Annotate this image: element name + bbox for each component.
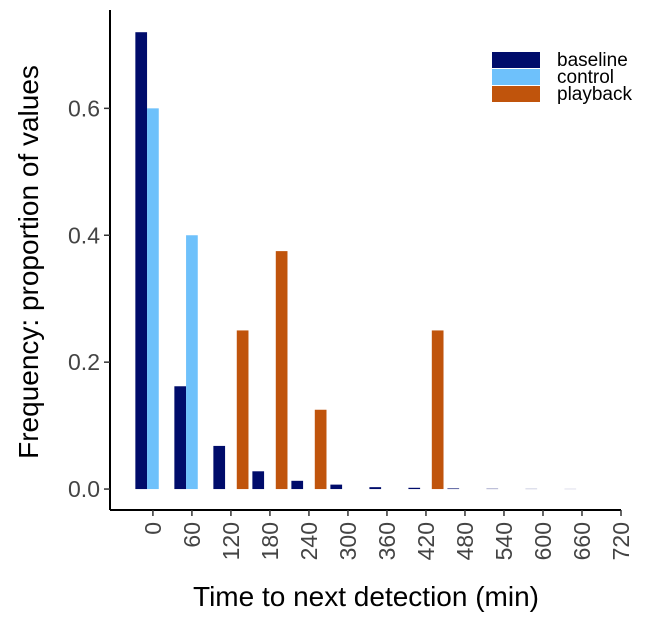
x-tick-label: 60 [179,522,205,548]
bar [186,235,198,490]
bar [330,484,343,490]
y-tick-label: 0.4 [68,222,100,248]
bar [369,487,382,490]
bar [291,480,304,490]
bar [174,386,187,490]
y-tick-label: 0.6 [68,95,100,121]
bar [314,409,327,490]
legend-swatch [492,69,540,85]
x-tick-label: 120 [218,522,244,560]
legend-swatch [492,52,540,68]
bar [135,32,148,490]
bar [213,445,226,490]
bar [447,488,460,490]
y-tick-label: 0.2 [68,349,100,375]
bar [236,330,249,490]
x-tick-label: 600 [530,522,556,560]
bar [252,471,265,490]
x-axis-title: Time to next detection (min) [193,581,539,612]
x-tick-label: 720 [608,522,634,560]
bar [147,108,159,490]
x-tick-label: 480 [452,522,478,560]
x-tick-label: 420 [413,522,439,560]
legend-label: control [557,67,614,88]
x-tick-label: 360 [374,522,400,560]
legend-label: playback [557,84,632,105]
x-tick-label: 540 [491,522,517,560]
bar [275,251,288,490]
y-tick-label: 0.0 [68,476,100,502]
x-tick-label: 180 [257,522,283,560]
bar [408,487,421,490]
legend-label: baseline [557,50,628,71]
bar [431,330,444,490]
x-tick-label: 0 [140,522,166,535]
x-tick-label: 240 [296,522,322,560]
legend-swatch [492,86,540,102]
y-axis-title: Frequency: proportion of values [13,65,44,459]
x-tick-label: 660 [569,522,595,560]
x-tick-label: 300 [335,522,361,560]
